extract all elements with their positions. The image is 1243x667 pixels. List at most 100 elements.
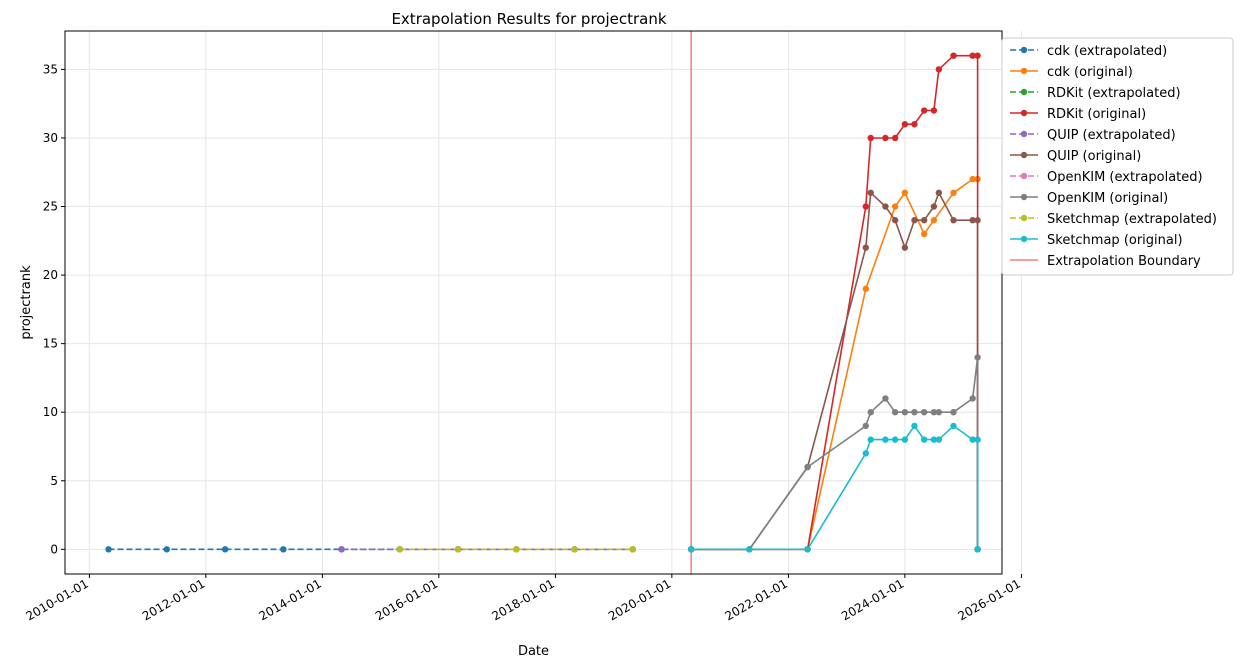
series-7 xyxy=(687,354,981,553)
data-point xyxy=(867,134,874,142)
data-point xyxy=(969,217,976,224)
data-point xyxy=(920,107,928,114)
data-point xyxy=(930,436,938,443)
data-point xyxy=(930,107,938,114)
legend-item: cdk (extrapolated) xyxy=(1010,44,1167,59)
y-tick-label: 30 xyxy=(43,131,58,145)
series-9 xyxy=(687,422,981,553)
series-layer xyxy=(105,52,981,553)
data-point xyxy=(338,546,345,553)
legend-label: Sketchmap (extrapolated) xyxy=(1047,212,1217,227)
x-tick-label: 2018-01-01 xyxy=(490,576,557,623)
x-tick-label: 2024-01-01 xyxy=(839,576,906,623)
legend-marker xyxy=(1020,193,1028,201)
data-point xyxy=(974,354,981,361)
data-point xyxy=(930,217,938,224)
data-point xyxy=(920,230,928,238)
data-point xyxy=(867,436,874,443)
data-point xyxy=(891,408,899,416)
data-point xyxy=(950,189,957,197)
data-point xyxy=(950,422,957,430)
data-point xyxy=(280,546,287,553)
data-point xyxy=(935,436,943,443)
data-point xyxy=(804,463,811,471)
legend: cdk (extrapolated) cdk (original) RDKit (e… xyxy=(1001,37,1234,276)
data-point xyxy=(882,134,889,142)
legend-marker xyxy=(1020,109,1028,117)
y-axis-title: projectrank xyxy=(19,265,34,340)
x-tick-label: 2026-01-01 xyxy=(956,576,1023,623)
legend-marker xyxy=(1020,151,1028,159)
axis-ticks: 0 5 10 15 20 25 30 35 2010-01-01 2012-01-01 2014-0… xyxy=(23,62,1022,623)
y-tick-label: 25 xyxy=(43,200,58,214)
legend-label: RDKit (extrapolated) xyxy=(1047,86,1181,101)
data-point xyxy=(920,436,928,443)
data-point xyxy=(901,436,909,443)
data-point xyxy=(882,436,889,443)
y-tick-label: 10 xyxy=(43,405,58,419)
series-3 xyxy=(687,52,981,553)
data-point xyxy=(221,546,229,553)
legend-marker xyxy=(1020,172,1028,180)
data-point xyxy=(882,395,889,402)
series-line xyxy=(691,425,979,551)
legend-label: QUIP (extrapolated) xyxy=(1047,128,1176,143)
legend-label: QUIP (original) xyxy=(1047,149,1141,164)
data-point xyxy=(882,203,889,210)
legend-label: RDKit (original) xyxy=(1047,107,1146,122)
data-point xyxy=(911,121,918,128)
data-point xyxy=(571,546,578,553)
data-point xyxy=(920,217,928,224)
legend-frame xyxy=(1001,37,1234,276)
data-point xyxy=(513,546,520,553)
data-point xyxy=(746,546,753,553)
legend-item: RDKit (original) xyxy=(1010,107,1146,122)
data-point xyxy=(454,546,462,553)
legend-item: cdk (original) xyxy=(1010,65,1133,80)
legend-marker xyxy=(1020,46,1028,54)
legend-marker xyxy=(1020,130,1028,138)
legend-label: Extrapolation Boundary xyxy=(1047,254,1201,269)
data-point xyxy=(974,52,981,59)
data-point xyxy=(935,189,943,197)
legend-label: cdk (original) xyxy=(1047,65,1133,80)
data-point xyxy=(920,408,928,416)
chart-title: Extrapolation Results for projectrank xyxy=(391,10,666,28)
legend-marker xyxy=(1020,214,1028,222)
y-tick-label: 5 xyxy=(50,474,58,488)
series-line xyxy=(691,356,979,551)
grid xyxy=(65,31,1022,574)
series-line xyxy=(691,192,979,551)
legend-label: Sketchmap (original) xyxy=(1047,233,1183,248)
data-point xyxy=(867,189,874,197)
data-point xyxy=(911,408,918,416)
data-point xyxy=(687,546,695,553)
data-point xyxy=(974,436,981,443)
data-point xyxy=(396,546,403,553)
data-point xyxy=(969,395,976,402)
y-tick-label: 35 xyxy=(43,62,58,76)
y-tick-label: 0 xyxy=(50,542,58,556)
legend-item: OpenKIM (original) xyxy=(1010,191,1168,206)
data-point xyxy=(911,217,918,224)
x-tick-label: 2014-01-01 xyxy=(257,576,324,623)
legend-label: OpenKIM (original) xyxy=(1047,191,1168,206)
series-8 xyxy=(396,546,636,553)
data-point xyxy=(969,436,976,443)
y-tick-label: 15 xyxy=(43,337,58,351)
data-point xyxy=(862,244,869,251)
data-point xyxy=(969,175,976,183)
data-point xyxy=(862,450,869,457)
data-point xyxy=(935,66,943,73)
data-point xyxy=(930,203,938,210)
data-point xyxy=(901,408,909,416)
legend-label: cdk (extrapolated) xyxy=(1047,44,1167,59)
data-point xyxy=(901,189,909,197)
data-point xyxy=(891,217,899,224)
data-point xyxy=(891,436,899,443)
data-point xyxy=(891,203,899,210)
legend-item: Extrapolation Boundary xyxy=(1010,254,1201,269)
data-point xyxy=(105,546,112,553)
